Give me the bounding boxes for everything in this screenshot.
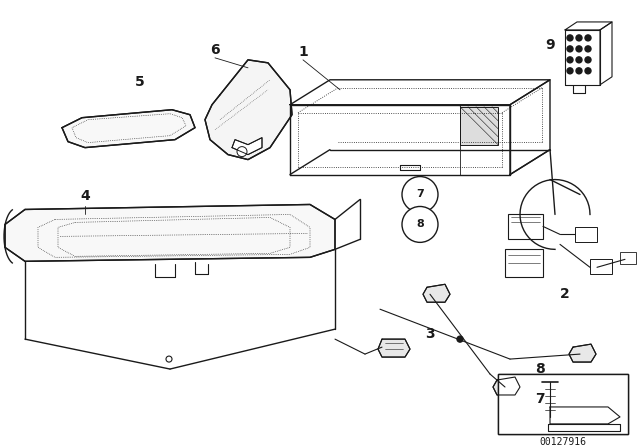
Text: 2: 2 [560,287,570,301]
Circle shape [457,336,463,342]
Text: 7: 7 [535,392,545,406]
Text: 6: 6 [210,43,220,57]
Polygon shape [569,344,596,362]
Text: 1: 1 [298,45,308,59]
Text: 9: 9 [545,38,555,52]
Polygon shape [5,204,335,261]
Polygon shape [378,339,410,357]
Polygon shape [548,424,620,431]
Bar [575,228,597,242]
Circle shape [585,35,591,41]
Bar [498,374,628,434]
Text: 5: 5 [135,75,145,89]
Circle shape [166,356,172,362]
Circle shape [576,68,582,74]
Circle shape [402,177,438,212]
Bar [620,252,636,264]
Circle shape [585,46,591,52]
Circle shape [567,57,573,63]
Circle shape [505,381,525,401]
Text: 8: 8 [535,362,545,376]
Bar [505,250,543,277]
Polygon shape [493,377,520,395]
Text: 00127916: 00127916 [540,437,586,447]
Circle shape [585,57,591,63]
Text: 3: 3 [425,327,435,341]
Circle shape [567,35,573,41]
Circle shape [585,68,591,74]
Polygon shape [232,138,262,155]
Circle shape [576,57,582,63]
Bar [508,215,543,239]
Circle shape [237,146,247,157]
Polygon shape [62,110,195,148]
Circle shape [511,387,519,395]
Text: 8: 8 [416,220,424,229]
Circle shape [576,35,582,41]
Bar [498,374,628,434]
Polygon shape [550,407,620,424]
FancyBboxPatch shape [460,107,498,145]
Circle shape [567,68,573,74]
Text: 4: 4 [80,190,90,203]
Circle shape [576,46,582,52]
Bar [590,259,612,274]
Polygon shape [205,60,292,159]
Text: 7: 7 [416,190,424,199]
Polygon shape [423,284,450,302]
Circle shape [567,46,573,52]
Circle shape [402,207,438,242]
